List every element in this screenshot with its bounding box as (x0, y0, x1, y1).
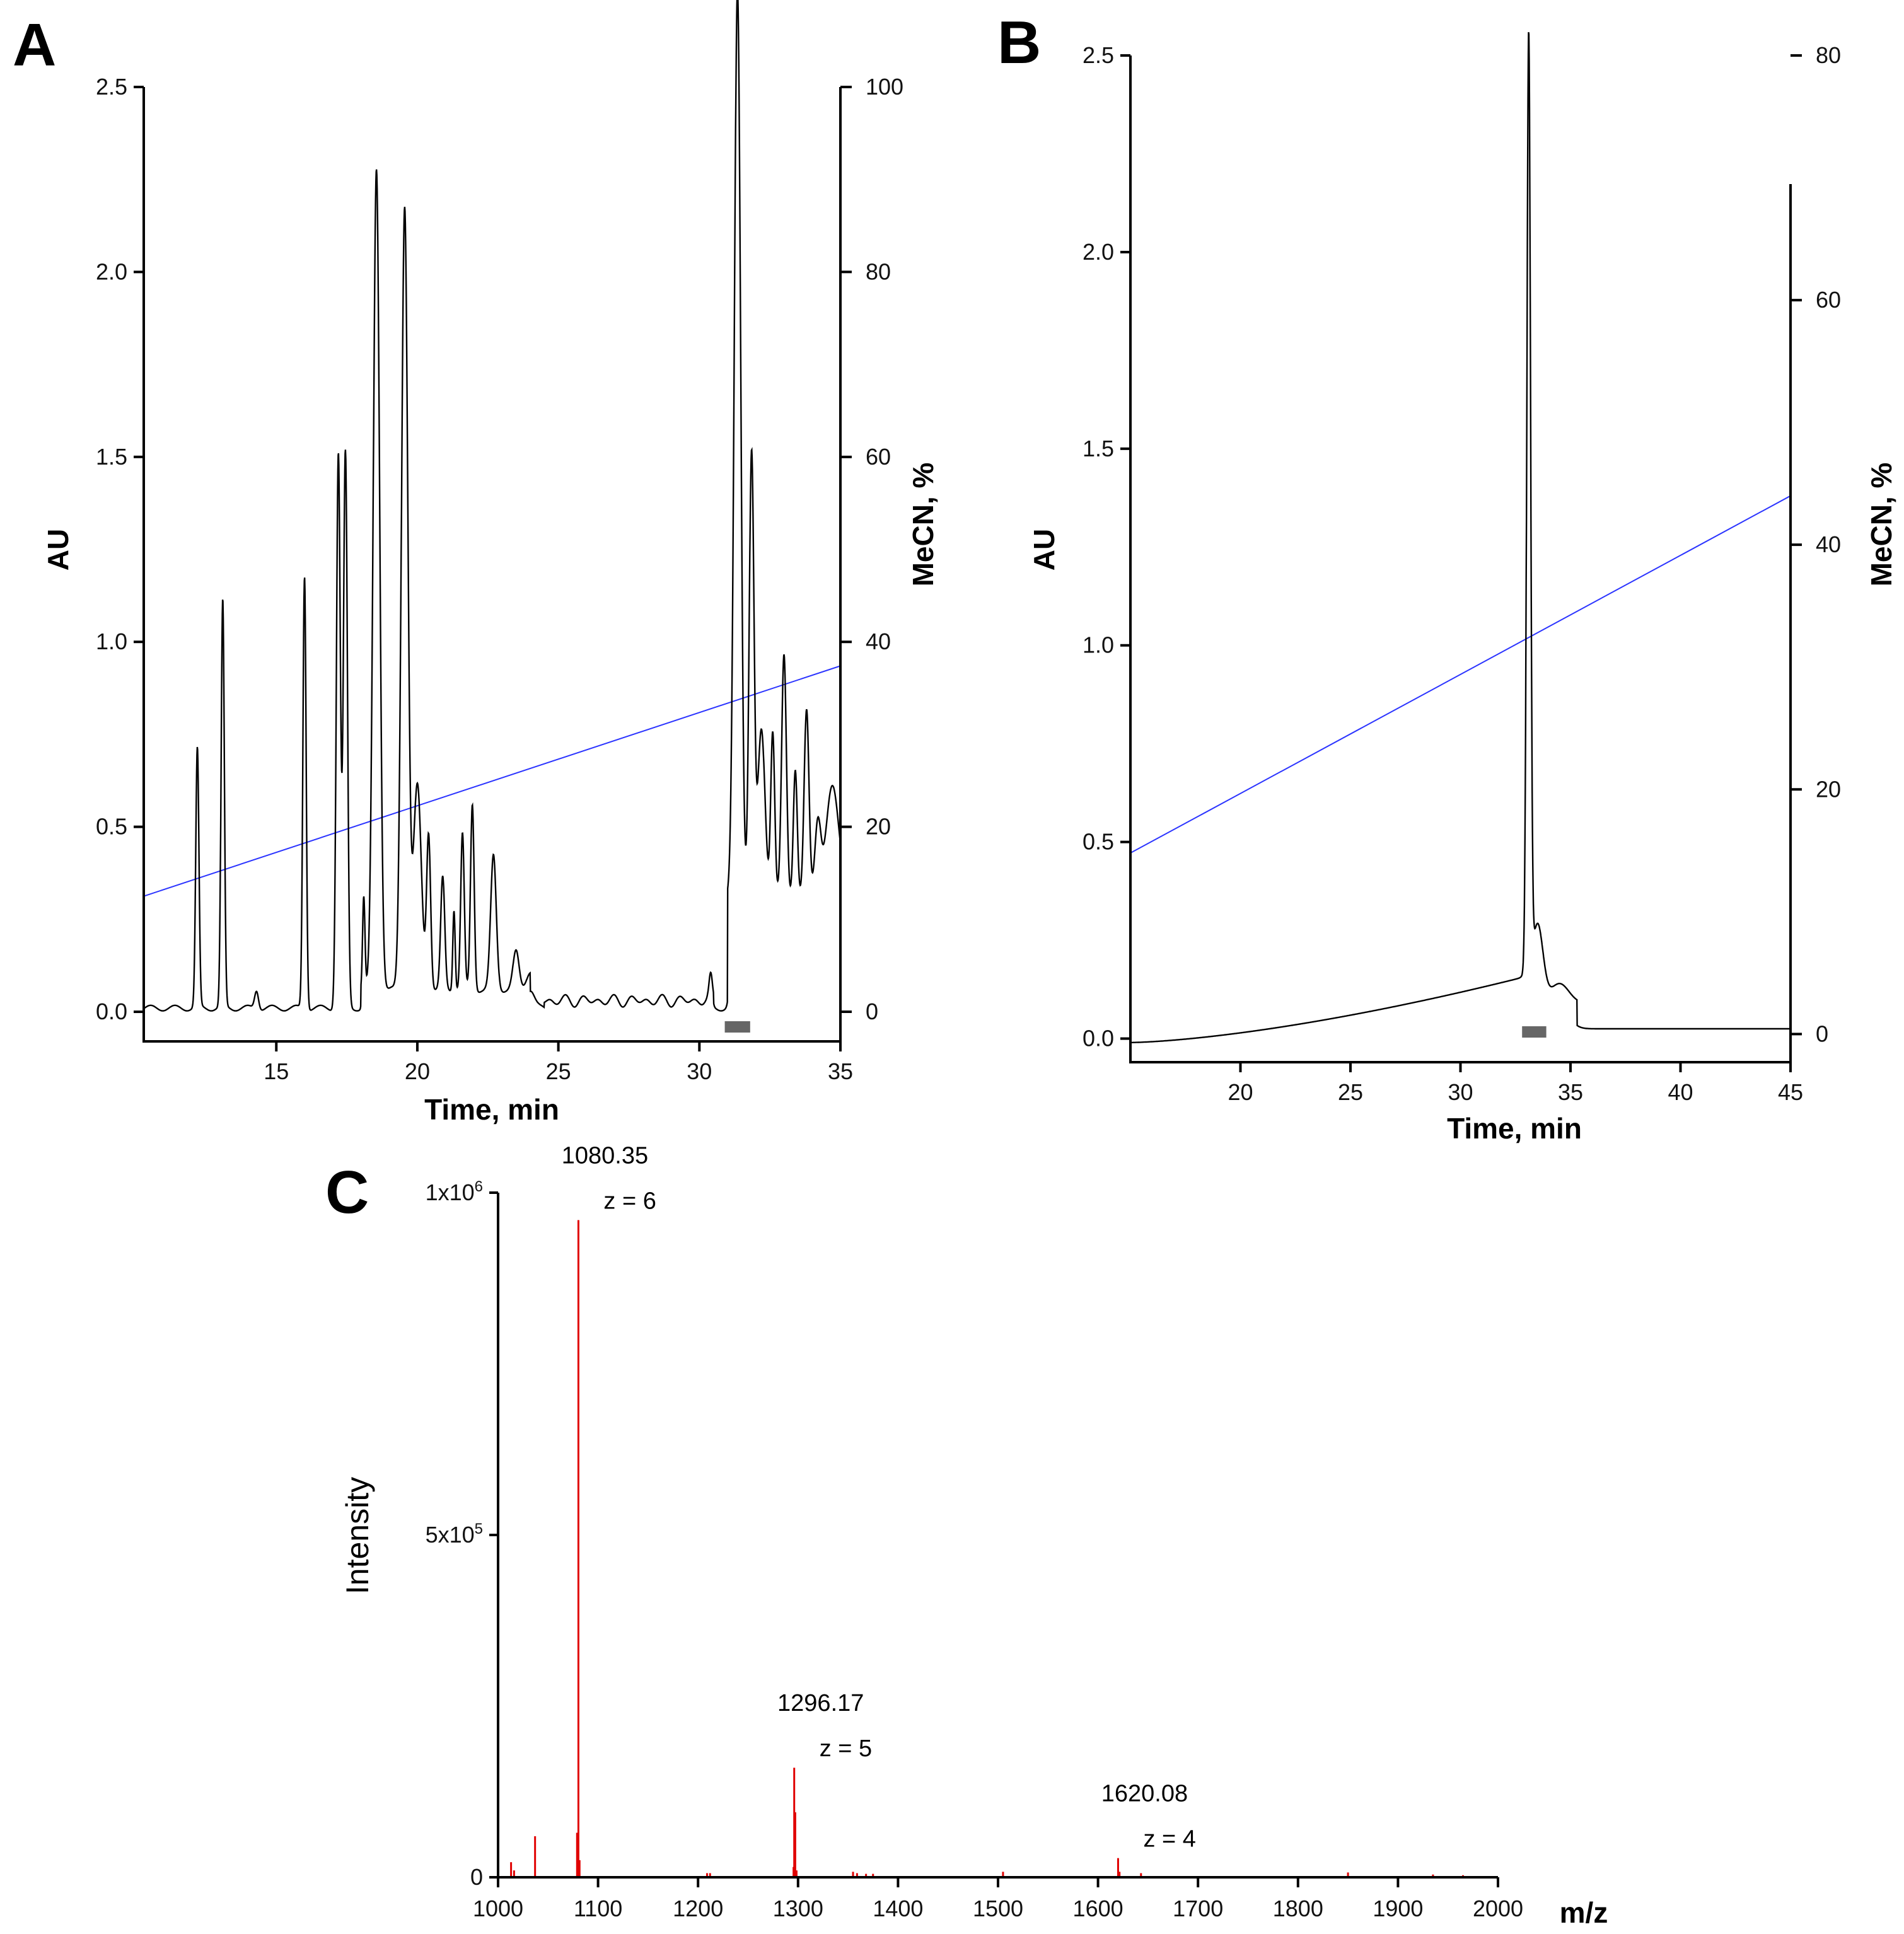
b-x-tick-label: 45 (1778, 1079, 1803, 1105)
a-y2-tick-label: 40 (866, 628, 891, 654)
panel-c-letter: C (325, 1159, 369, 1226)
c-x-tick-label: 1600 (1073, 1896, 1123, 1921)
b-x-tick-label: 30 (1448, 1079, 1473, 1105)
c-x-tick-label: 1000 (473, 1896, 523, 1921)
b-y2-tick-label: 80 (1816, 42, 1841, 68)
panel-b-chromatogram: B 0.0 0.5 1.0 1.5 2.0 2.5 0 20 40 60 80 20 25 30 35 4… (997, 9, 1898, 1145)
panel-a-x-label: Time, min (424, 1093, 559, 1126)
b-x-tick-label: 25 (1338, 1079, 1363, 1105)
panel-c-peak-annotations: 1080.35 z = 6 1296.17 z = 5 1620.08 z = 4 (562, 1142, 1196, 1852)
c-y-tick-label: 1x106 (426, 1178, 483, 1205)
panel-b-x-label: Time, min (1447, 1112, 1582, 1145)
c-x-tick-label: 1200 (673, 1896, 723, 1921)
panel-b-fraction-marker (1522, 1026, 1547, 1038)
c-x-tick-label: 1500 (973, 1896, 1023, 1921)
b-y2-tick-label: 0 (1816, 1021, 1828, 1046)
c-peak-mz-label: 1296.17 (777, 1690, 864, 1717)
panel-a-absorbance-trace (143, 0, 842, 1012)
panel-c-mass-spectrum: C 0 5x105 1x106 1000 1100 1200 1300 1400 1500 16… (325, 1142, 1608, 1929)
b-x-tick-label: 35 (1558, 1079, 1583, 1105)
panel-b-gradient-line (1130, 495, 1791, 854)
panel-a-chromatogram: A 0.0 0.5 1.0 1.5 2.0 2.5 0 20 40 60 80 100 15 20 25… (13, 0, 939, 1126)
a-x-tick-label: 15 (264, 1058, 289, 1084)
c-x-tick-label: 2000 (1473, 1896, 1523, 1921)
c-x-tick-label: 1100 (574, 1896, 622, 1921)
panel-a-letter: A (13, 11, 56, 79)
a-y-tick-label: 0.5 (96, 814, 127, 840)
panel-c-y-ticks: 0 5x105 1x106 (426, 1178, 498, 1890)
a-y-tick-label: 0.0 (96, 999, 127, 1024)
panel-a-y2-ticks: 0 20 40 60 80 100 (840, 74, 903, 1024)
panel-b-axes (1129, 55, 1792, 1063)
a-y-tick-label: 1.0 (96, 628, 127, 654)
a-y-tick-label: 1.5 (96, 444, 127, 470)
c-peak-charge-label: z = 4 (1143, 1826, 1195, 1853)
panel-a-y-label: AU (42, 529, 74, 570)
a-x-tick-label: 20 (405, 1058, 430, 1084)
panel-b-y-ticks: 0.0 0.5 1.0 1.5 2.0 2.5 (1083, 42, 1130, 1051)
c-peak-mz-label: 1080.35 (562, 1142, 648, 1169)
b-x-tick-label: 40 (1668, 1079, 1693, 1105)
panel-a-fraction-marker (724, 1021, 750, 1033)
c-y-tick-label: 5x105 (426, 1520, 483, 1548)
panel-b-y2-label: MeCN, % (1865, 463, 1898, 587)
b-y-tick-label: 1.5 (1083, 436, 1114, 461)
c-peak-charge-label: z = 6 (603, 1188, 656, 1214)
c-x-tick-label: 1900 (1373, 1896, 1423, 1921)
a-x-tick-label: 25 (546, 1058, 571, 1084)
c-x-tick-label: 1300 (773, 1896, 823, 1921)
a-y-tick-label: 2.5 (96, 74, 127, 100)
a-y2-tick-label: 100 (866, 74, 903, 100)
b-y2-tick-label: 60 (1816, 287, 1841, 313)
panel-c-axes (497, 1193, 1498, 1879)
panel-b-absorbance-trace (1130, 32, 1791, 1043)
b-x-tick-label: 20 (1228, 1079, 1253, 1105)
a-x-tick-label: 30 (687, 1058, 712, 1084)
b-y-tick-label: 0.5 (1083, 829, 1114, 855)
panel-b-y-label: AU (1028, 529, 1060, 570)
panel-c-x-ticks: 1000 1100 1200 1300 1400 1500 1600 1700 1800 1900… (473, 1877, 1523, 1921)
b-y-tick-label: 2.5 (1083, 42, 1114, 68)
b-y-tick-label: 1.0 (1083, 632, 1114, 658)
a-y-tick-label: 2.0 (96, 258, 127, 284)
a-y2-tick-label: 60 (866, 444, 891, 470)
panel-a-y-ticks: 0.0 0.5 1.0 1.5 2.0 2.5 (96, 74, 144, 1024)
panel-c-y-label: Intensity (340, 1477, 375, 1594)
b-y-tick-label: 0.0 (1083, 1026, 1114, 1051)
c-peak-mz-label: 1620.08 (1101, 1781, 1188, 1807)
b-y-tick-label: 2.0 (1083, 239, 1114, 265)
c-x-tick-label: 1400 (873, 1896, 923, 1921)
panel-a-axes (142, 87, 842, 1043)
c-x-tick-label: 1700 (1173, 1896, 1223, 1921)
a-y2-tick-label: 0 (866, 999, 878, 1024)
c-x-tick-label: 1800 (1273, 1896, 1323, 1921)
c-y-tick-label: 0 (470, 1864, 483, 1890)
a-y2-tick-label: 80 (866, 258, 891, 284)
panel-b-x-ticks: 20 25 30 35 40 45 (1228, 1062, 1803, 1105)
b-y2-tick-label: 40 (1816, 531, 1841, 557)
panel-c-x-label: m/z (1560, 1896, 1608, 1929)
a-x-tick-label: 35 (828, 1058, 853, 1084)
panel-a-gradient-line (143, 665, 841, 897)
c-peak-charge-label: z = 5 (820, 1735, 872, 1762)
b-y2-tick-label: 20 (1816, 776, 1841, 802)
panel-b-y2-ticks: 0 20 40 60 80 (1791, 42, 1841, 1046)
panel-a-y2-label: MeCN, % (907, 463, 939, 587)
panel-a-x-ticks: 15 20 25 30 35 (264, 1041, 853, 1084)
a-y2-tick-label: 20 (866, 814, 891, 840)
panel-b-letter: B (997, 9, 1041, 76)
